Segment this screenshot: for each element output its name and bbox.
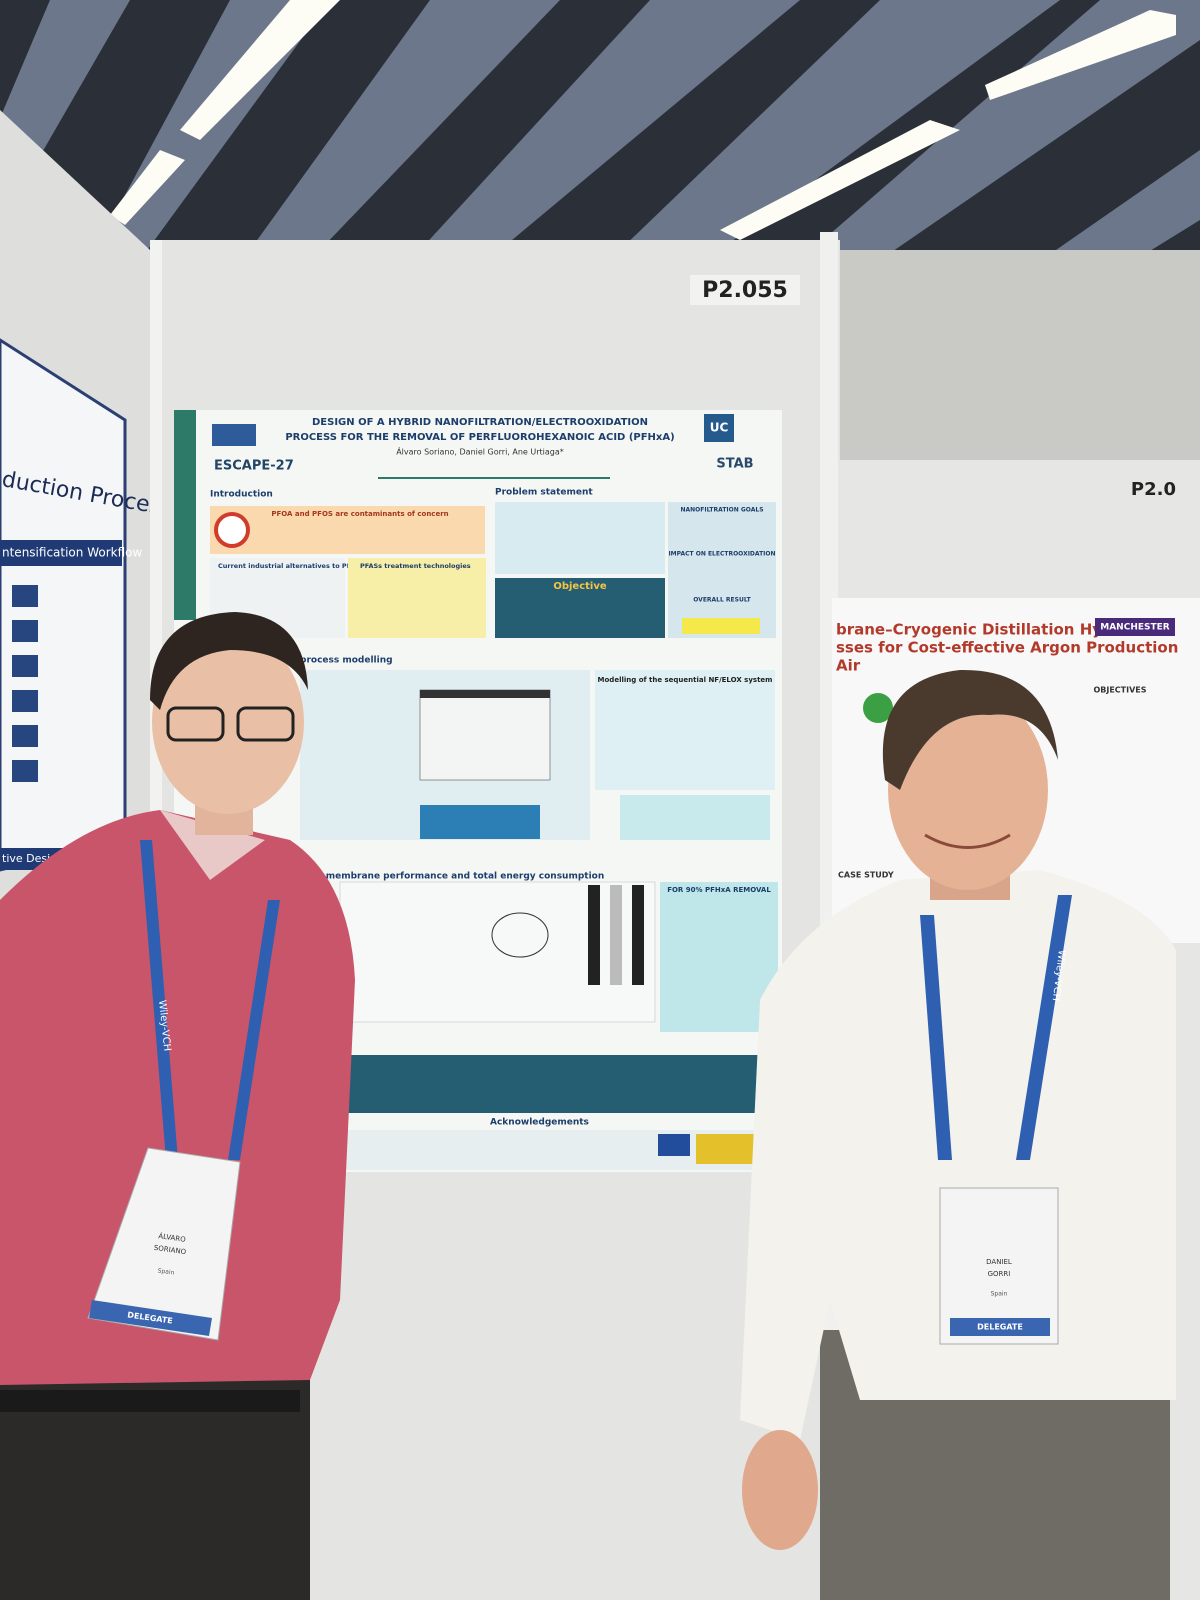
lanyard xyxy=(1016,895,1072,1160)
poster-stripe xyxy=(174,410,196,620)
badge-first-name: DANIEL xyxy=(986,1258,1012,1266)
hair xyxy=(150,612,308,710)
right-poster-title: sses for Cost-effective Argon Production xyxy=(836,639,1178,657)
goals-box xyxy=(668,502,776,638)
badge-band xyxy=(950,1318,1050,1336)
lanyard-text: Wiley-VCH xyxy=(156,999,172,1051)
belt xyxy=(0,1390,300,1412)
booth-number: P2.055 xyxy=(702,278,788,303)
glasses xyxy=(236,706,295,742)
objective-heading: Objective xyxy=(553,581,607,592)
energy-bars xyxy=(588,885,644,985)
section-heading: on membrane performance and total energy… xyxy=(310,872,604,882)
result-box xyxy=(682,618,760,634)
pie-icon xyxy=(863,693,893,723)
poster-authors: Álvaro Soriano, Daniel Gorri, Ane Urtiag… xyxy=(396,446,564,457)
section-heading: Introduction xyxy=(210,490,273,500)
intro-heading: Current industrial alternatives to PFOA … xyxy=(218,562,399,570)
parameter-table xyxy=(419,689,551,781)
ban-icon xyxy=(214,512,250,548)
intro-heading: PFOA and PFOS are contaminants of concer… xyxy=(271,510,448,518)
badge-band xyxy=(89,1300,212,1336)
white-shirt xyxy=(740,870,1176,1440)
vrf-box xyxy=(620,795,770,840)
plot-curve xyxy=(491,912,549,958)
badge-role: DELEGATE xyxy=(977,1323,1023,1332)
lanyard xyxy=(920,915,952,1160)
poster-title: PROCESS FOR THE REMOVAL OF PERFLUOROHEXA… xyxy=(285,432,674,443)
poster-logo-text: ESCAPE-27 xyxy=(214,459,294,474)
intro-heading: PFASs treatment technologies xyxy=(360,562,471,570)
badge-country: Spain xyxy=(991,1291,1008,1298)
intro-box xyxy=(348,558,486,638)
goals-heading: OVERALL RESULT xyxy=(693,597,751,604)
hair xyxy=(882,669,1058,790)
person-right: Wiley-VCH DANIEL GORRI Spain DELEGATE xyxy=(740,669,1176,1600)
goals-heading: IMPACT ON ELECTROOXIDATION xyxy=(668,551,775,558)
poster-title: DESIGN OF A HYBRID NANOFILTRATION/ELECTR… xyxy=(312,417,648,428)
glasses xyxy=(166,706,225,742)
modelling-heading: Modelling of the sequential NF/ELOX syst… xyxy=(598,676,773,684)
badge-last-name: GORRI xyxy=(988,1270,1011,1278)
face xyxy=(152,630,304,814)
manchester-logo xyxy=(1095,618,1175,636)
smile xyxy=(924,833,1011,849)
left-poster-band xyxy=(0,540,122,566)
eu-flag xyxy=(658,1134,690,1156)
parameter-table-header xyxy=(420,690,550,698)
goals-heading: NANOFILTRATION GOALS xyxy=(680,507,763,514)
hand xyxy=(742,1430,818,1550)
collar xyxy=(160,810,265,880)
conclusions-band xyxy=(300,1055,780,1113)
poster-logo xyxy=(212,424,256,446)
neighbor-booth-number: P2.0 xyxy=(1131,479,1176,500)
left-poster-boxes xyxy=(12,585,38,782)
right-poster-heading: CASE STUDY xyxy=(838,871,894,880)
right-poster-heading: OBJECTIVES xyxy=(1093,686,1146,695)
manchester-logo-text: MANCHESTER xyxy=(1100,623,1170,633)
section-heading: Problem statement xyxy=(495,488,593,498)
lanyard xyxy=(140,840,178,1160)
badge-first-name: ÁLVARO xyxy=(158,1231,187,1244)
uc-logo xyxy=(704,414,734,442)
modelling-box xyxy=(595,670,775,790)
intro-box xyxy=(210,506,485,554)
right-poster-title: Air xyxy=(836,657,861,675)
right-poster-title: brane–Cryogenic Distillation Hybrid xyxy=(836,621,1136,639)
ratio-box xyxy=(420,805,540,839)
problem-diagram xyxy=(495,502,665,574)
objective-box xyxy=(495,578,665,638)
removal-box xyxy=(660,882,778,1032)
results-plots xyxy=(339,881,656,1023)
badge xyxy=(87,1147,241,1341)
person-left: Wiley-VCH ÁLVARO SORIANO Spain DELEGATE xyxy=(0,612,355,1600)
removal-heading: FOR 90% PFHxA REMOVAL xyxy=(667,886,771,894)
section-heading: process modelling xyxy=(300,656,393,666)
left-poster-subtitle: ntensification Workflow xyxy=(2,546,142,560)
lanyard xyxy=(228,900,280,1160)
stab-logo: STAB xyxy=(716,457,753,472)
spain-logo xyxy=(696,1134,762,1164)
uc-logo-text: UC xyxy=(710,421,729,435)
booth-number-card xyxy=(690,275,800,305)
badge-country: Spain xyxy=(157,1267,175,1276)
section-heading: Acknowledgements xyxy=(490,1118,589,1128)
